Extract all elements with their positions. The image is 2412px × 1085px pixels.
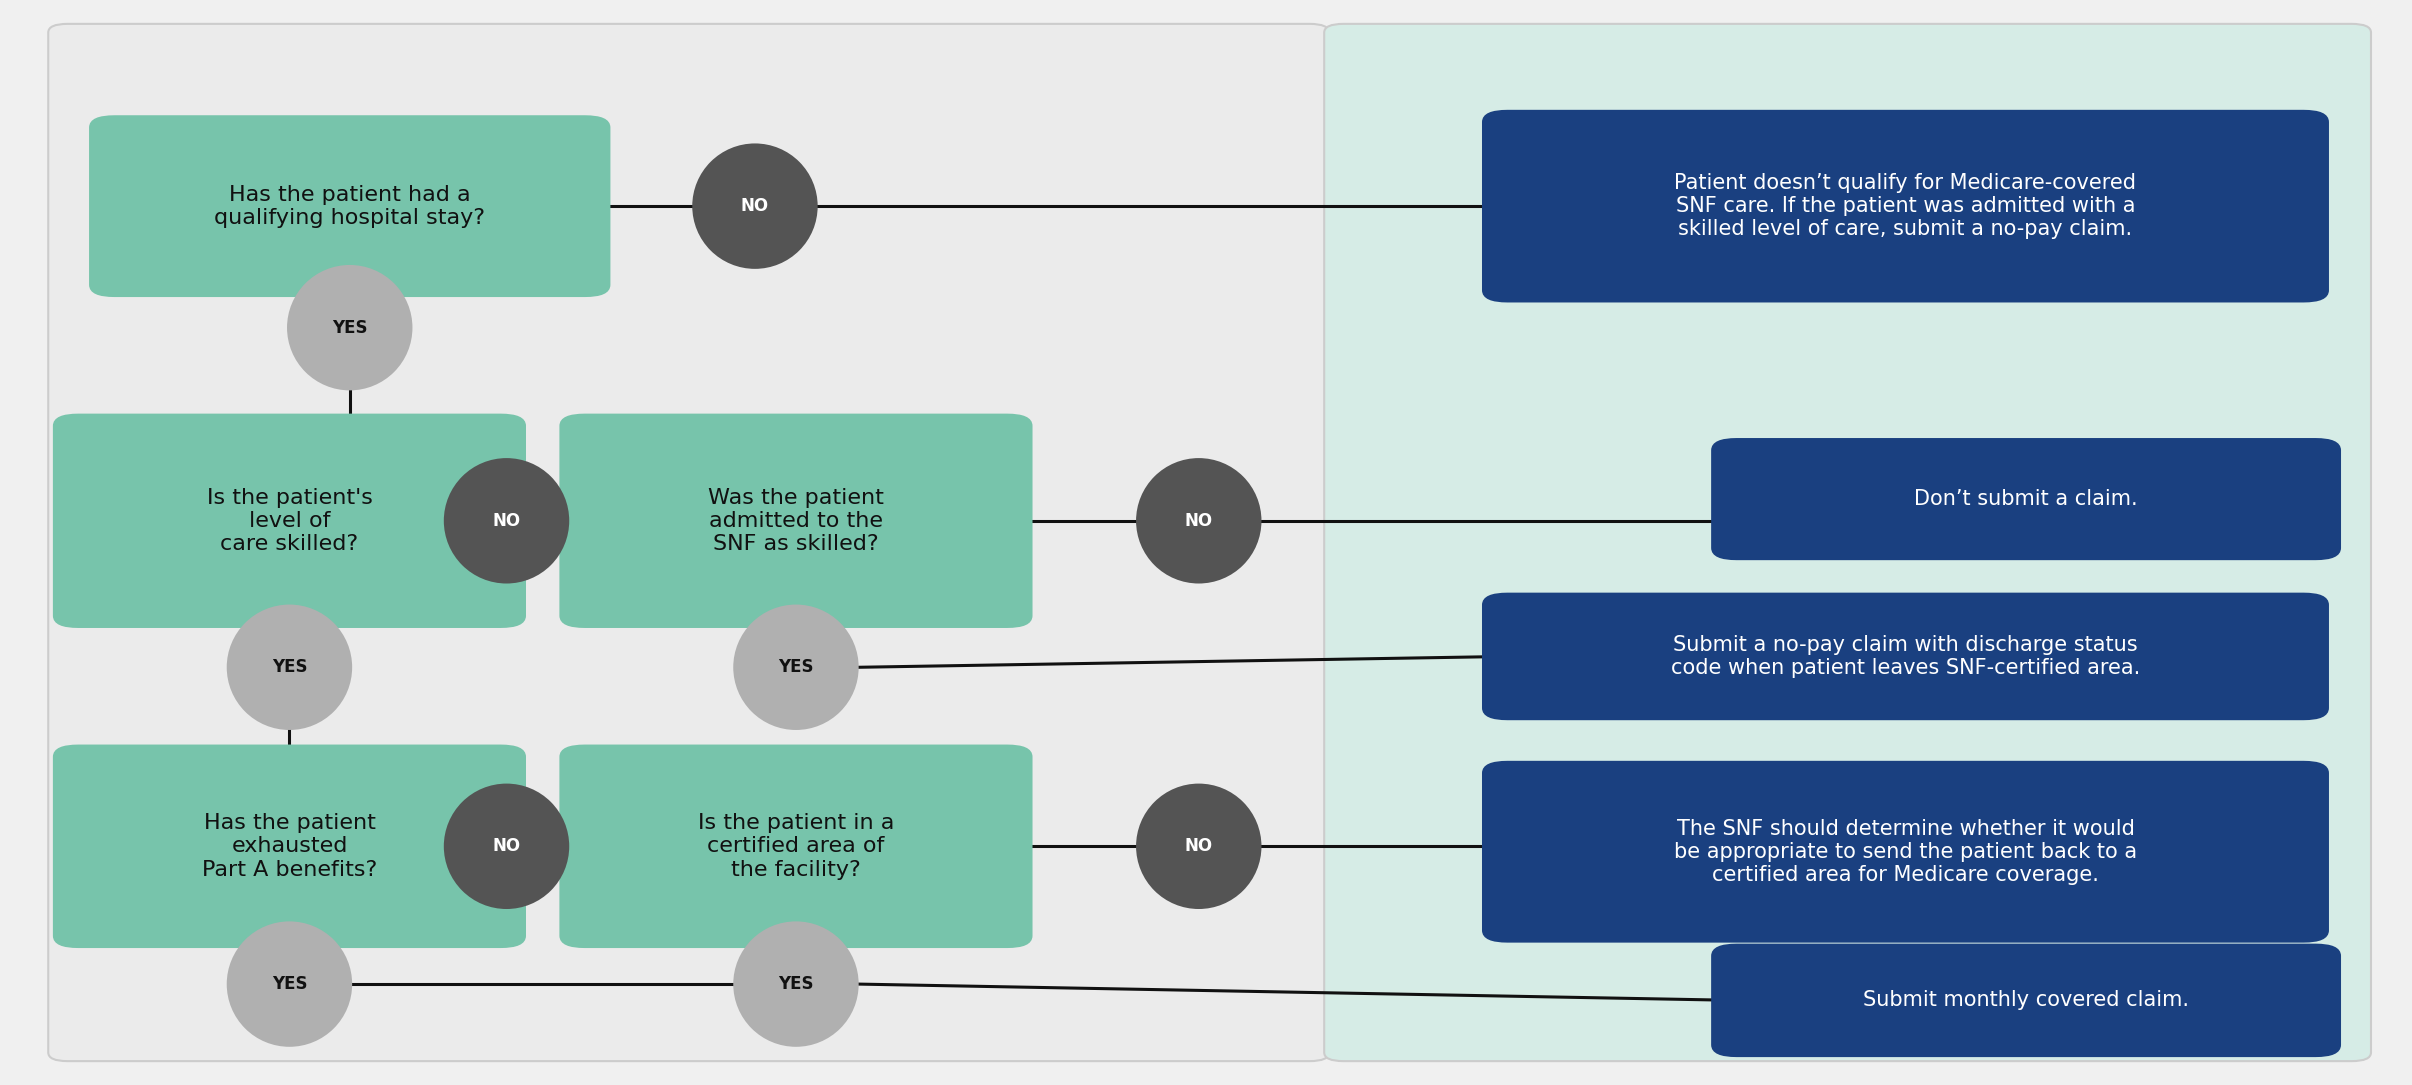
FancyBboxPatch shape [89, 116, 608, 295]
Ellipse shape [733, 921, 859, 1047]
Text: Don’t submit a claim.: Don’t submit a claim. [1915, 489, 2137, 509]
Text: Patient doesn’t qualify for Medicare-covered
SNF care. If the patient was admitt: Patient doesn’t qualify for Medicare-cov… [1674, 173, 2137, 240]
Text: YES: YES [779, 659, 813, 676]
Text: YES: YES [273, 975, 306, 993]
Text: NO: NO [1184, 512, 1213, 529]
Text: NO: NO [492, 512, 521, 529]
Ellipse shape [444, 783, 569, 909]
Ellipse shape [227, 604, 352, 730]
FancyBboxPatch shape [1324, 24, 2371, 1061]
Ellipse shape [287, 265, 412, 391]
Text: YES: YES [779, 975, 813, 993]
Ellipse shape [692, 143, 818, 269]
FancyBboxPatch shape [562, 416, 1030, 627]
Ellipse shape [1136, 458, 1261, 584]
FancyBboxPatch shape [1483, 762, 2328, 941]
Text: Is the patient in a
certified area of
the facility?: Is the patient in a certified area of th… [697, 813, 895, 880]
Text: YES: YES [273, 659, 306, 676]
Ellipse shape [444, 458, 569, 584]
FancyBboxPatch shape [1483, 112, 2328, 301]
Text: The SNF should determine whether it would
be appropriate to send the patient bac: The SNF should determine whether it woul… [1674, 818, 2137, 885]
FancyBboxPatch shape [53, 416, 523, 627]
Ellipse shape [733, 604, 859, 730]
FancyBboxPatch shape [53, 746, 523, 946]
FancyBboxPatch shape [1713, 945, 2340, 1056]
Text: Has the patient
exhausted
Part A benefits?: Has the patient exhausted Part A benefit… [203, 813, 376, 880]
Ellipse shape [227, 921, 352, 1047]
Text: NO: NO [740, 197, 769, 215]
Text: NO: NO [492, 838, 521, 855]
Text: Has the patient had a
qualifying hospital stay?: Has the patient had a qualifying hospita… [215, 184, 485, 228]
Text: Is the patient's
level of
care skilled?: Is the patient's level of care skilled? [207, 487, 371, 554]
Text: NO: NO [1184, 838, 1213, 855]
Text: Submit a no-pay claim with discharge status
code when patient leaves SNF-certifi: Submit a no-pay claim with discharge sta… [1672, 635, 2139, 678]
FancyBboxPatch shape [1713, 439, 2340, 559]
FancyBboxPatch shape [1483, 595, 2328, 718]
Text: Was the patient
admitted to the
SNF as skilled?: Was the patient admitted to the SNF as s… [709, 487, 883, 554]
Ellipse shape [1136, 783, 1261, 909]
Text: YES: YES [333, 319, 367, 336]
FancyBboxPatch shape [48, 24, 1329, 1061]
FancyBboxPatch shape [562, 746, 1030, 946]
Text: Submit monthly covered claim.: Submit monthly covered claim. [1862, 991, 2190, 1010]
